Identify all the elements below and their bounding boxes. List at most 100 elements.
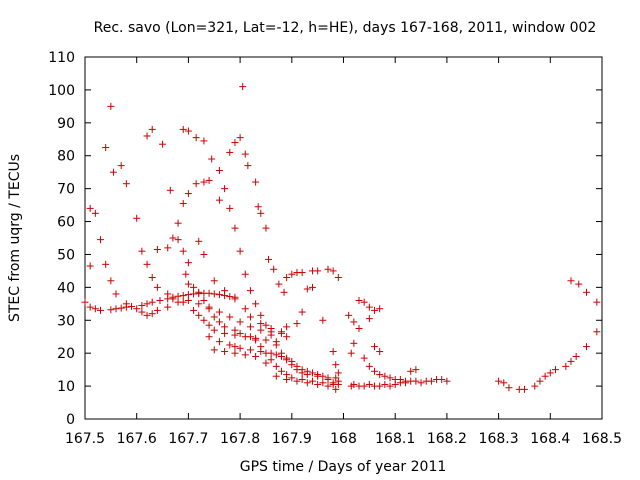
data-point — [582, 343, 590, 351]
data-point — [257, 311, 265, 319]
y-tick-label: 60 — [57, 215, 75, 231]
data-point — [546, 369, 554, 377]
data-point — [345, 311, 353, 319]
data-point — [226, 341, 234, 349]
data-point — [241, 351, 249, 359]
data-point — [210, 326, 218, 334]
y-axis-label: STEC from uqrg / TECUs — [7, 154, 23, 322]
data-point — [283, 333, 291, 341]
data-point — [246, 333, 254, 341]
y-tick-label: 20 — [57, 346, 75, 362]
data-point — [262, 359, 270, 367]
data-point — [298, 366, 306, 374]
data-point — [262, 336, 270, 344]
data-point — [267, 356, 275, 364]
data-point — [262, 224, 270, 232]
data-point — [231, 224, 239, 232]
data-point — [128, 302, 136, 310]
data-point — [192, 134, 200, 142]
data-point — [231, 343, 239, 351]
data-point — [572, 352, 580, 360]
data-point — [365, 380, 373, 388]
data-point — [541, 372, 549, 380]
data-point — [360, 354, 368, 362]
data-point — [174, 292, 182, 300]
y-axis: 0 10 20 30 40 50 60 70 80 90 100 110 — [48, 50, 602, 428]
x-tick-label: 167.6 — [117, 431, 157, 447]
data-point — [148, 125, 156, 133]
data-point — [293, 320, 301, 328]
data-point — [221, 185, 229, 193]
data-point — [265, 255, 273, 263]
data-point — [252, 178, 260, 186]
data-point — [91, 305, 99, 313]
data-point — [226, 313, 234, 321]
data-point — [376, 371, 384, 379]
data-point — [210, 346, 218, 354]
data-point — [582, 288, 590, 296]
y-tick-label: 10 — [57, 379, 75, 395]
data-point — [107, 102, 115, 110]
data-point — [210, 313, 218, 321]
data-point — [324, 265, 332, 273]
data-point — [314, 380, 322, 388]
data-point — [112, 305, 120, 313]
data-point — [402, 379, 410, 387]
data-point — [221, 348, 229, 356]
data-point — [122, 180, 130, 188]
data-point — [133, 305, 141, 313]
data-point — [407, 367, 415, 375]
data-point — [107, 306, 115, 314]
data-point — [184, 297, 192, 305]
data-point — [205, 176, 213, 184]
data-point — [153, 283, 161, 291]
data-point — [391, 380, 399, 388]
data-point — [319, 316, 327, 324]
data-point — [332, 385, 340, 393]
data-point — [495, 377, 503, 385]
data-point — [334, 369, 342, 377]
data-point — [520, 385, 528, 393]
data-point — [293, 377, 301, 385]
data-point — [200, 178, 208, 186]
data-point — [334, 273, 342, 281]
data-point — [179, 199, 187, 207]
data-point — [500, 379, 508, 387]
data-point — [138, 247, 146, 255]
x-tick-label: 168.3 — [479, 431, 519, 447]
data-point — [143, 260, 151, 268]
data-point — [148, 310, 156, 318]
data-point — [308, 283, 316, 291]
data-point — [270, 265, 278, 273]
y-tick-label: 90 — [57, 116, 75, 132]
data-point — [164, 290, 172, 298]
data-point — [308, 377, 316, 385]
data-point — [184, 127, 192, 135]
data-point — [257, 209, 265, 217]
data-point — [166, 186, 174, 194]
x-tick-label: 167.9 — [272, 431, 312, 447]
data-point — [412, 377, 420, 385]
data-point — [288, 270, 296, 278]
data-point — [174, 236, 182, 244]
data-point — [308, 369, 316, 377]
data-point — [200, 297, 208, 305]
data-point — [138, 301, 146, 309]
data-point — [190, 283, 198, 291]
data-point — [350, 380, 358, 388]
data-point — [298, 308, 306, 316]
data-point — [91, 209, 99, 217]
data-point — [267, 349, 275, 357]
data-point — [303, 367, 311, 375]
data-point — [267, 331, 275, 339]
data-point — [109, 168, 117, 176]
data-point — [567, 357, 575, 365]
data-point — [272, 362, 280, 370]
data-point — [231, 139, 239, 147]
data-point — [283, 376, 291, 384]
data-point — [350, 318, 358, 326]
data-point — [531, 382, 539, 390]
data-point — [272, 341, 280, 349]
data-point — [179, 125, 187, 133]
